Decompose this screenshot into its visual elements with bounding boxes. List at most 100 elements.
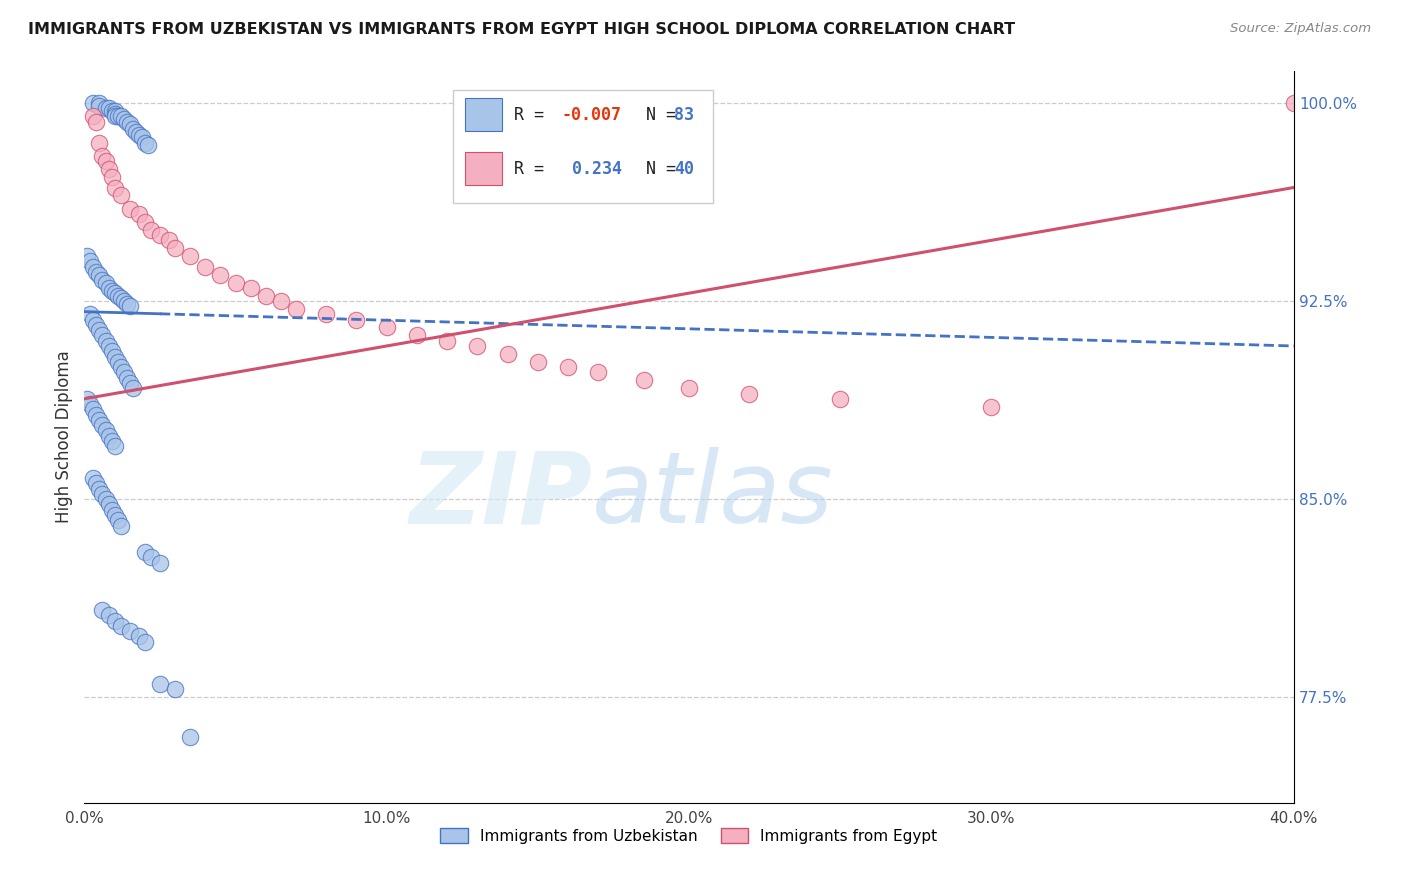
Point: [97, 101, 120, 115]
Point: [496, 347, 519, 361]
Point: [89, 413, 111, 427]
Point: [406, 328, 429, 343]
Point: [165, 682, 187, 697]
Point: [118, 376, 141, 390]
Point: [104, 180, 127, 194]
Point: [121, 381, 143, 395]
Legend: Immigrants from Uzbekistan, Immigrants from Egypt: Immigrants from Uzbekistan, Immigrants f…: [434, 822, 943, 850]
Point: [82, 260, 104, 274]
Point: [128, 207, 150, 221]
Point: [678, 381, 700, 395]
Point: [110, 109, 132, 123]
Point: [79, 307, 101, 321]
Point: [134, 545, 156, 559]
Point: [91, 149, 114, 163]
Text: 0.234: 0.234: [562, 160, 621, 178]
Point: [527, 355, 550, 369]
Point: [346, 312, 368, 326]
Text: 40: 40: [675, 160, 695, 178]
Point: [104, 614, 127, 628]
Point: [89, 482, 111, 496]
Point: [91, 328, 114, 343]
Point: [82, 109, 104, 123]
Point: [179, 249, 201, 263]
Point: [100, 284, 122, 298]
Point: [110, 518, 132, 533]
Point: [82, 471, 104, 485]
Point: [107, 289, 129, 303]
Point: [104, 106, 127, 120]
Point: [97, 339, 120, 353]
Text: Source: ZipAtlas.com: Source: ZipAtlas.com: [1230, 22, 1371, 36]
Point: [131, 130, 153, 145]
Point: [94, 334, 117, 348]
Point: [157, 233, 180, 247]
Point: [97, 162, 120, 177]
Point: [94, 276, 117, 290]
Point: [134, 136, 156, 150]
Point: [104, 439, 127, 453]
Point: [149, 228, 172, 243]
Point: [89, 268, 111, 282]
Point: [89, 323, 111, 337]
Point: [110, 360, 132, 375]
Point: [82, 96, 104, 111]
Point: [86, 476, 108, 491]
Point: [270, 294, 292, 309]
Point: [165, 241, 187, 255]
Point: [375, 320, 398, 334]
Point: [97, 429, 120, 443]
Point: [112, 365, 135, 379]
Point: [285, 301, 308, 316]
Point: [97, 608, 120, 623]
Text: R =: R =: [513, 105, 554, 123]
Point: [134, 634, 156, 648]
Point: [633, 373, 655, 387]
Point: [100, 502, 122, 516]
Point: [128, 630, 150, 644]
Point: [86, 408, 108, 422]
Point: [254, 289, 277, 303]
FancyBboxPatch shape: [453, 90, 713, 203]
Point: [104, 286, 127, 301]
Point: [79, 397, 101, 411]
Text: ZIP: ZIP: [409, 447, 592, 544]
Point: [107, 109, 129, 123]
Point: [94, 492, 117, 507]
Point: [125, 125, 148, 139]
Point: [115, 297, 138, 311]
Point: [89, 96, 111, 111]
Point: [110, 619, 132, 633]
Point: [128, 128, 150, 142]
Point: [118, 202, 141, 216]
Point: [315, 307, 337, 321]
Point: [104, 103, 127, 118]
Point: [225, 276, 247, 290]
Point: [86, 318, 108, 332]
Point: [100, 103, 122, 118]
Point: [100, 344, 122, 359]
Point: [94, 101, 117, 115]
Point: [86, 265, 108, 279]
Text: -0.007: -0.007: [562, 105, 621, 123]
Point: [112, 294, 135, 309]
Text: N =: N =: [626, 105, 686, 123]
Point: [467, 339, 489, 353]
FancyBboxPatch shape: [465, 98, 502, 131]
Point: [557, 360, 579, 375]
Point: [97, 281, 120, 295]
Point: [118, 624, 141, 639]
Point: [118, 299, 141, 313]
Point: [104, 508, 127, 522]
Point: [436, 334, 458, 348]
Point: [110, 292, 132, 306]
Point: [104, 109, 127, 123]
Point: [149, 556, 172, 570]
Point: [76, 392, 98, 406]
Y-axis label: High School Diploma: High School Diploma: [55, 351, 73, 524]
Point: [104, 350, 127, 364]
Point: [1282, 96, 1305, 111]
Point: [149, 677, 172, 691]
Point: [112, 112, 135, 126]
Text: 83: 83: [675, 105, 695, 123]
